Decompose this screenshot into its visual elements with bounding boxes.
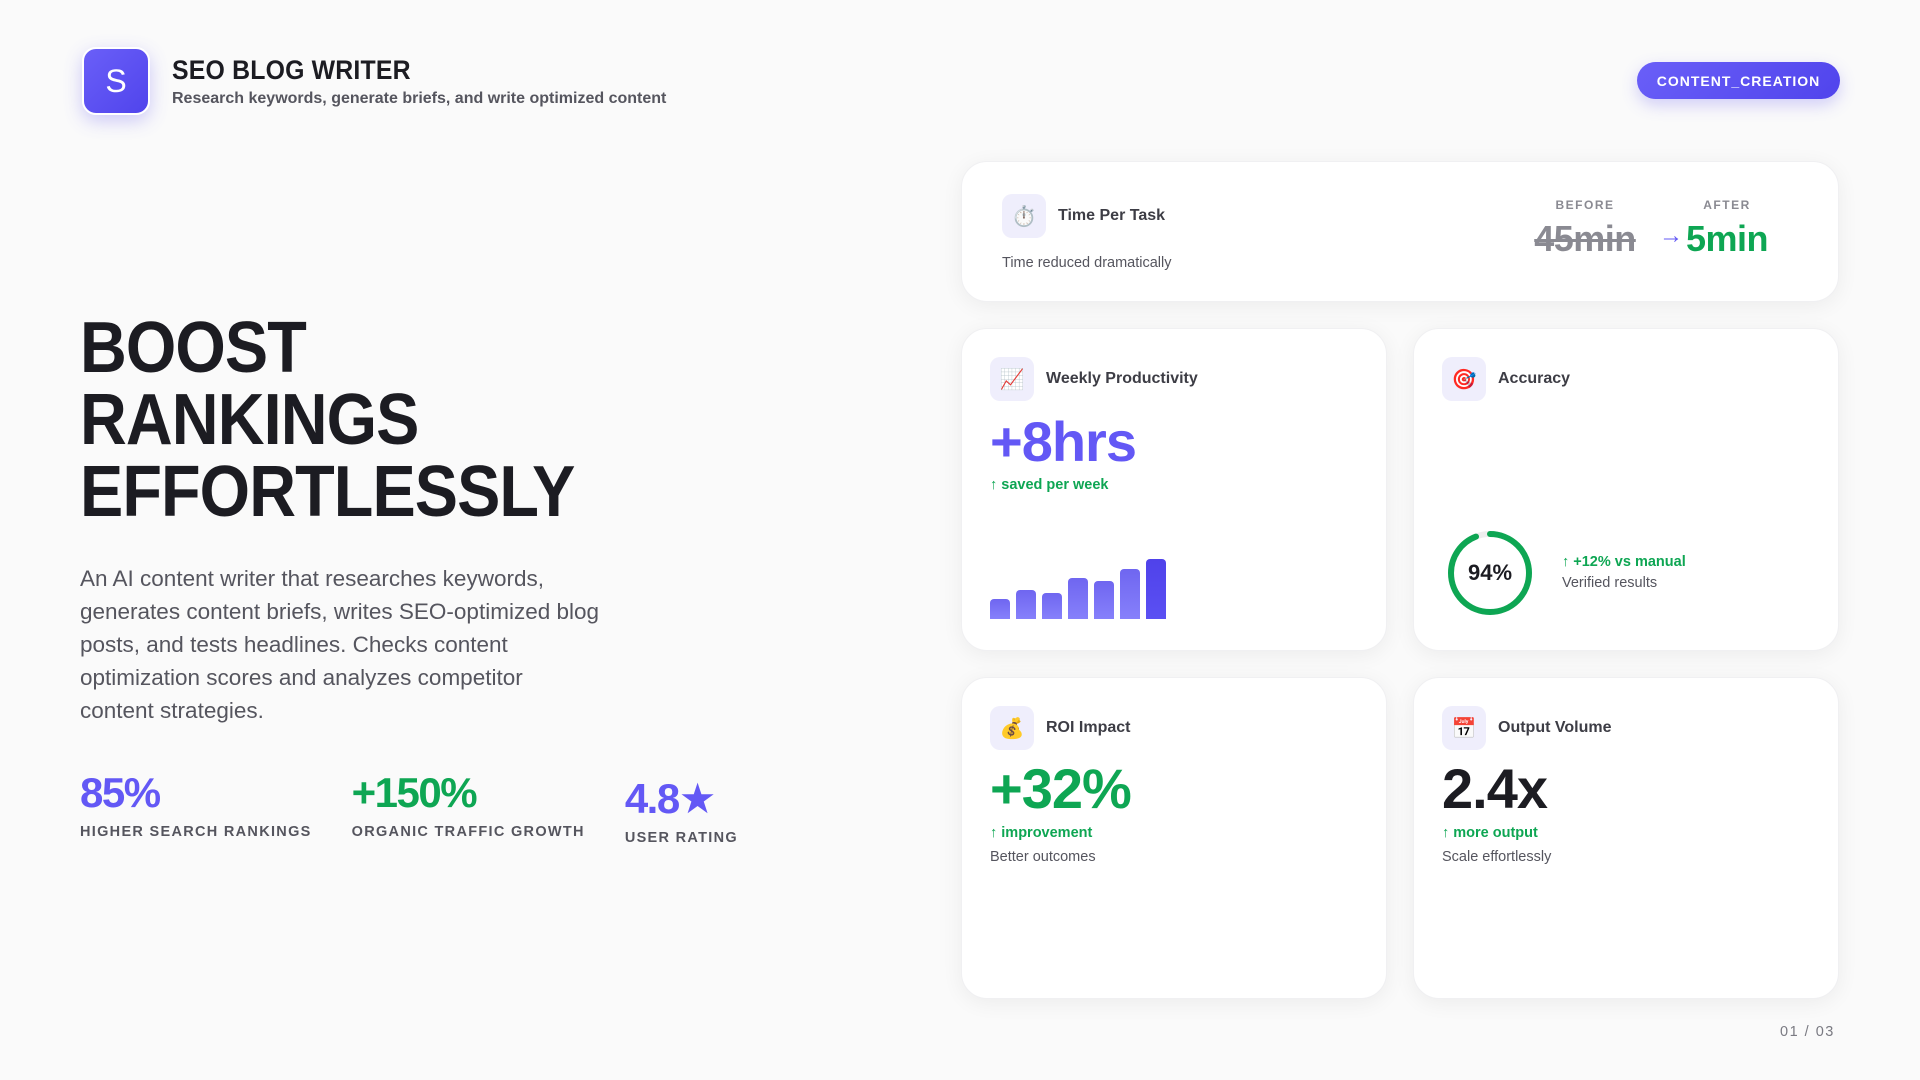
bar <box>1016 590 1036 619</box>
stat-value: +150% <box>351 769 478 816</box>
hero-description: An AI content writer that researches key… <box>80 566 600 723</box>
stopwatch-icon: ⏱️ <box>1002 194 1046 238</box>
logo-letter: S <box>105 62 127 99</box>
card-title: Output Volume <box>1498 719 1612 736</box>
metric-value: +32% <box>990 757 1132 820</box>
stat-label: ORGANIC TRAFFIC GROWTH <box>351 824 585 840</box>
before-value: 45min <box>1534 218 1636 259</box>
metric-trend: ↑ more output <box>1442 825 1538 841</box>
metric-trend: ↑ improvement <box>990 825 1093 841</box>
card-accuracy: 🎯 Accuracy 94% ↑ +12% vs manual Verified… <box>1413 328 1839 651</box>
stat-value: 85% <box>80 769 161 816</box>
stat-rating: 4.8★ USER RATING <box>624 770 738 847</box>
title-block: SEO BLOG WRITER Research keywords, gener… <box>172 55 666 108</box>
money-bag-icon: 💰 <box>990 706 1034 750</box>
after-label: AFTER <box>1703 198 1751 212</box>
card-time-per-task: ⏱️ Time Per Task Time reduced dramatical… <box>961 161 1839 302</box>
after-value: 5min <box>1685 218 1769 259</box>
before-label: BEFORE <box>1555 198 1615 212</box>
stat-traffic: +150% ORGANIC TRAFFIC GROWTH <box>351 769 585 841</box>
stat-rankings: 85% HIGHER SEARCH RANKINGS <box>80 769 312 841</box>
bar <box>990 599 1010 619</box>
stats-row: 85% HIGHER SEARCH RANKINGS +150% ORGANIC… <box>80 769 778 847</box>
bar <box>1094 581 1114 619</box>
target-icon: 🎯 <box>1442 357 1486 401</box>
metric-subtitle: Verified results <box>1562 575 1658 591</box>
stat-value: 4.8★ <box>624 775 717 822</box>
metric-trend: ↑ saved per week <box>990 477 1109 493</box>
headline-line-1: BOOST <box>80 308 307 388</box>
metric-subtitle: Better outcomes <box>990 849 1096 865</box>
bar <box>1068 578 1088 619</box>
metric-value: 2.4x <box>1442 757 1548 820</box>
card-header: ⏱️ Time Per Task <box>1002 194 1165 238</box>
card-header: 📅 Output Volume <box>1442 706 1611 750</box>
bar <box>1120 569 1140 619</box>
chart-increasing-icon: 📈 <box>990 357 1034 401</box>
metric-subtitle: Scale effortlessly <box>1442 849 1552 865</box>
card-title: Weekly Productivity <box>1046 370 1198 387</box>
headline-line-2: RANKINGS <box>80 380 419 460</box>
category-badge: CONTENT_CREATION <box>1637 62 1840 99</box>
headline-line-3: EFFORTLESSLY <box>80 452 575 532</box>
bar <box>1042 593 1062 619</box>
arrow-right-icon: → <box>1659 222 1683 249</box>
stat-label: USER RATING <box>624 830 738 846</box>
card-title: Time Per Task <box>1058 207 1166 224</box>
progress-ring <box>1448 531 1532 615</box>
page-indicator: 01 / 03 <box>1780 1024 1835 1040</box>
card-header: 📈 Weekly Productivity <box>990 357 1198 401</box>
stat-label: HIGHER SEARCH RANKINGS <box>80 824 312 840</box>
card-roi-impact: 💰 ROI Impact +32% ↑ improvement Better o… <box>961 677 1387 999</box>
metric-value: +8hrs <box>990 410 1137 473</box>
metric-trend: ↑ +12% vs manual <box>1562 554 1686 570</box>
card-output-volume: 📅 Output Volume 2.4x ↑ more output Scale… <box>1413 677 1839 999</box>
card-header: 💰 ROI Impact <box>990 706 1130 750</box>
card-title: ROI Impact <box>1046 719 1131 736</box>
after-block: AFTER 5min <box>1657 198 1797 260</box>
card-title: Accuracy <box>1498 370 1571 387</box>
app-title: SEO BLOG WRITER <box>172 54 411 85</box>
ring-value: 94% <box>1467 560 1513 585</box>
before-block: BEFORE 45min <box>1515 198 1655 260</box>
app-subtitle: Research keywords, generate briefs, and … <box>172 89 667 107</box>
calendar-icon: 📅 <box>1442 706 1486 750</box>
hero-headline: BOOST RANKINGS EFFORTLESSLY <box>80 312 629 528</box>
card-weekly-productivity: 📈 Weekly Productivity +8hrs ↑ saved per … <box>961 328 1387 651</box>
bar <box>1146 559 1166 619</box>
card-subtitle: Time reduced dramatically <box>1002 255 1172 271</box>
card-header: 🎯 Accuracy <box>1442 357 1570 401</box>
app-header: S SEO BLOG WRITER Research keywords, gen… <box>82 47 666 115</box>
mini-bar-chart <box>990 559 1172 619</box>
app-logo: S <box>82 47 150 115</box>
